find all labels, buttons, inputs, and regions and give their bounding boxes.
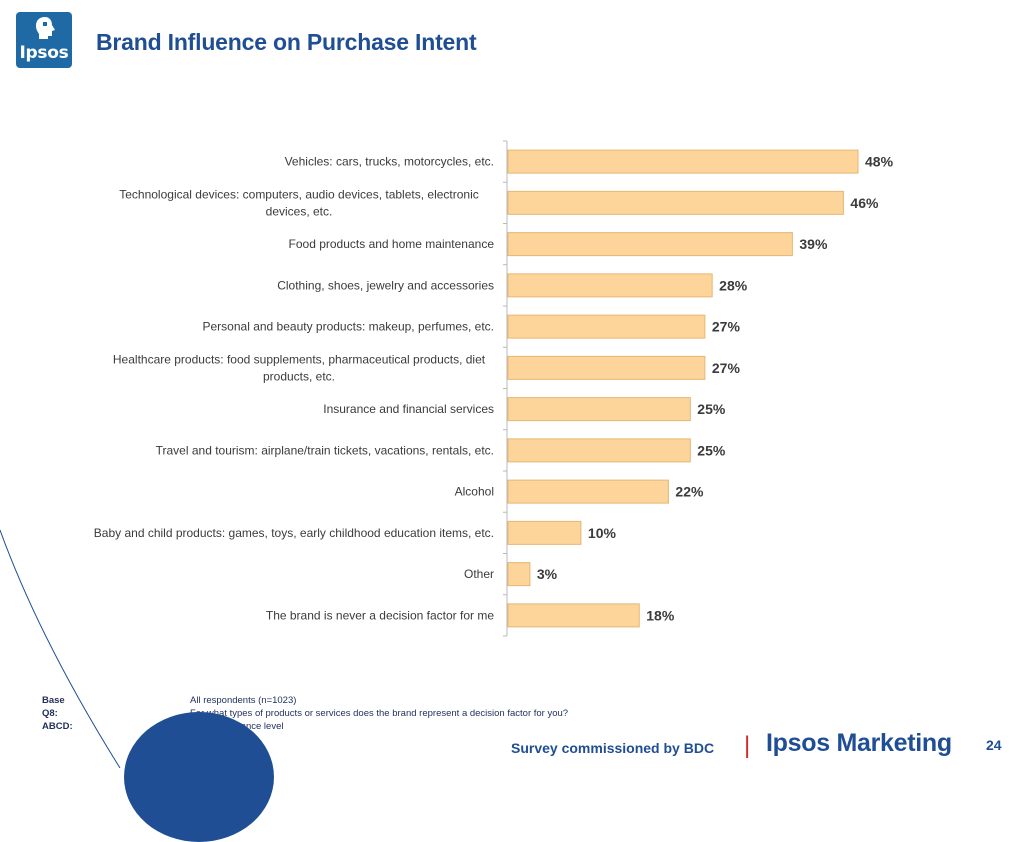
bar — [507, 232, 793, 257]
note-key: Base — [42, 695, 65, 706]
bar-chart: 48% Vehicles: cars, trucks, motorcycles, … — [94, 140, 894, 637]
category-label: Technological devices: computers, audio … — [119, 187, 479, 218]
bar — [507, 520, 582, 545]
bar-value-label: 48% — [865, 154, 894, 170]
ipsos-logo: Ipsos — [16, 12, 72, 68]
bar-value-label: 25% — [697, 442, 726, 458]
category-label: Travel and tourism: airplane/train ticke… — [156, 443, 494, 457]
bar-value-label: 27% — [712, 360, 741, 376]
decorative-curve — [0, 529, 121, 768]
bar — [507, 190, 844, 215]
category-label: Other — [464, 567, 494, 581]
bar-value-label: 39% — [799, 236, 828, 252]
page-number: 24 — [986, 737, 1002, 753]
footer-separator: | — [744, 732, 751, 759]
bar — [507, 438, 691, 463]
category-label: Vehicles: cars, trucks, motorcycles, etc… — [285, 155, 494, 169]
category-label: The brand is never a decision factor for… — [266, 608, 494, 622]
category-label: Healthcare products: food supplements, p… — [113, 352, 486, 383]
decorative-circle — [124, 712, 274, 842]
bar-value-label: 18% — [646, 607, 675, 623]
bar — [507, 479, 669, 504]
logo-head-icon — [36, 17, 55, 39]
bar-value-label: 28% — [719, 277, 748, 293]
bar — [507, 603, 640, 628]
bar — [507, 355, 706, 380]
bar-value-label: 3% — [537, 566, 558, 582]
category-label: Personal and beauty products: makeup, pe… — [203, 320, 495, 334]
category-label: Clothing, shoes, jewelry and accessories — [277, 278, 494, 292]
bar — [507, 397, 691, 422]
note-value: All respondents (n=1023) — [190, 695, 297, 706]
footnotes: Base All respondents (n=1023) Q8: For wh… — [42, 694, 630, 733]
category-label: Food products and home maintenance — [289, 237, 495, 251]
footer-brand-logo: Ipsos Marketing — [766, 729, 952, 757]
bar — [507, 273, 713, 298]
category-label: Baby and child products: games, toys, ea… — [94, 526, 494, 540]
bar — [507, 314, 706, 339]
bar — [507, 149, 859, 174]
note-key: Q8: — [42, 708, 58, 719]
category-label: Alcohol — [455, 485, 494, 499]
bar-value-label: 10% — [588, 525, 617, 541]
bar-value-label: 27% — [712, 319, 741, 335]
logo-wordmark: Ipsos — [19, 43, 69, 63]
bar — [507, 562, 531, 587]
page-title: Brand Influence on Purchase Intent — [96, 29, 477, 55]
note-value: 95% significance level — [190, 721, 284, 732]
bar-value-label: 22% — [675, 484, 704, 500]
bar-value-label: 46% — [850, 195, 879, 211]
note-key: ABCD: — [42, 721, 73, 732]
survey-credit: Survey commissioned by BDC — [511, 740, 715, 756]
note-row-base: Base All respondents (n=1023) — [42, 694, 630, 707]
note-value: For what types of products or services d… — [190, 708, 569, 719]
note-row-question: Q8: For what types of products or servic… — [42, 707, 630, 720]
bar-value-label: 25% — [697, 401, 726, 417]
category-label: Insurance and financial services — [323, 402, 494, 416]
note-row-significance: ABCD: 95% significance level — [42, 720, 630, 733]
